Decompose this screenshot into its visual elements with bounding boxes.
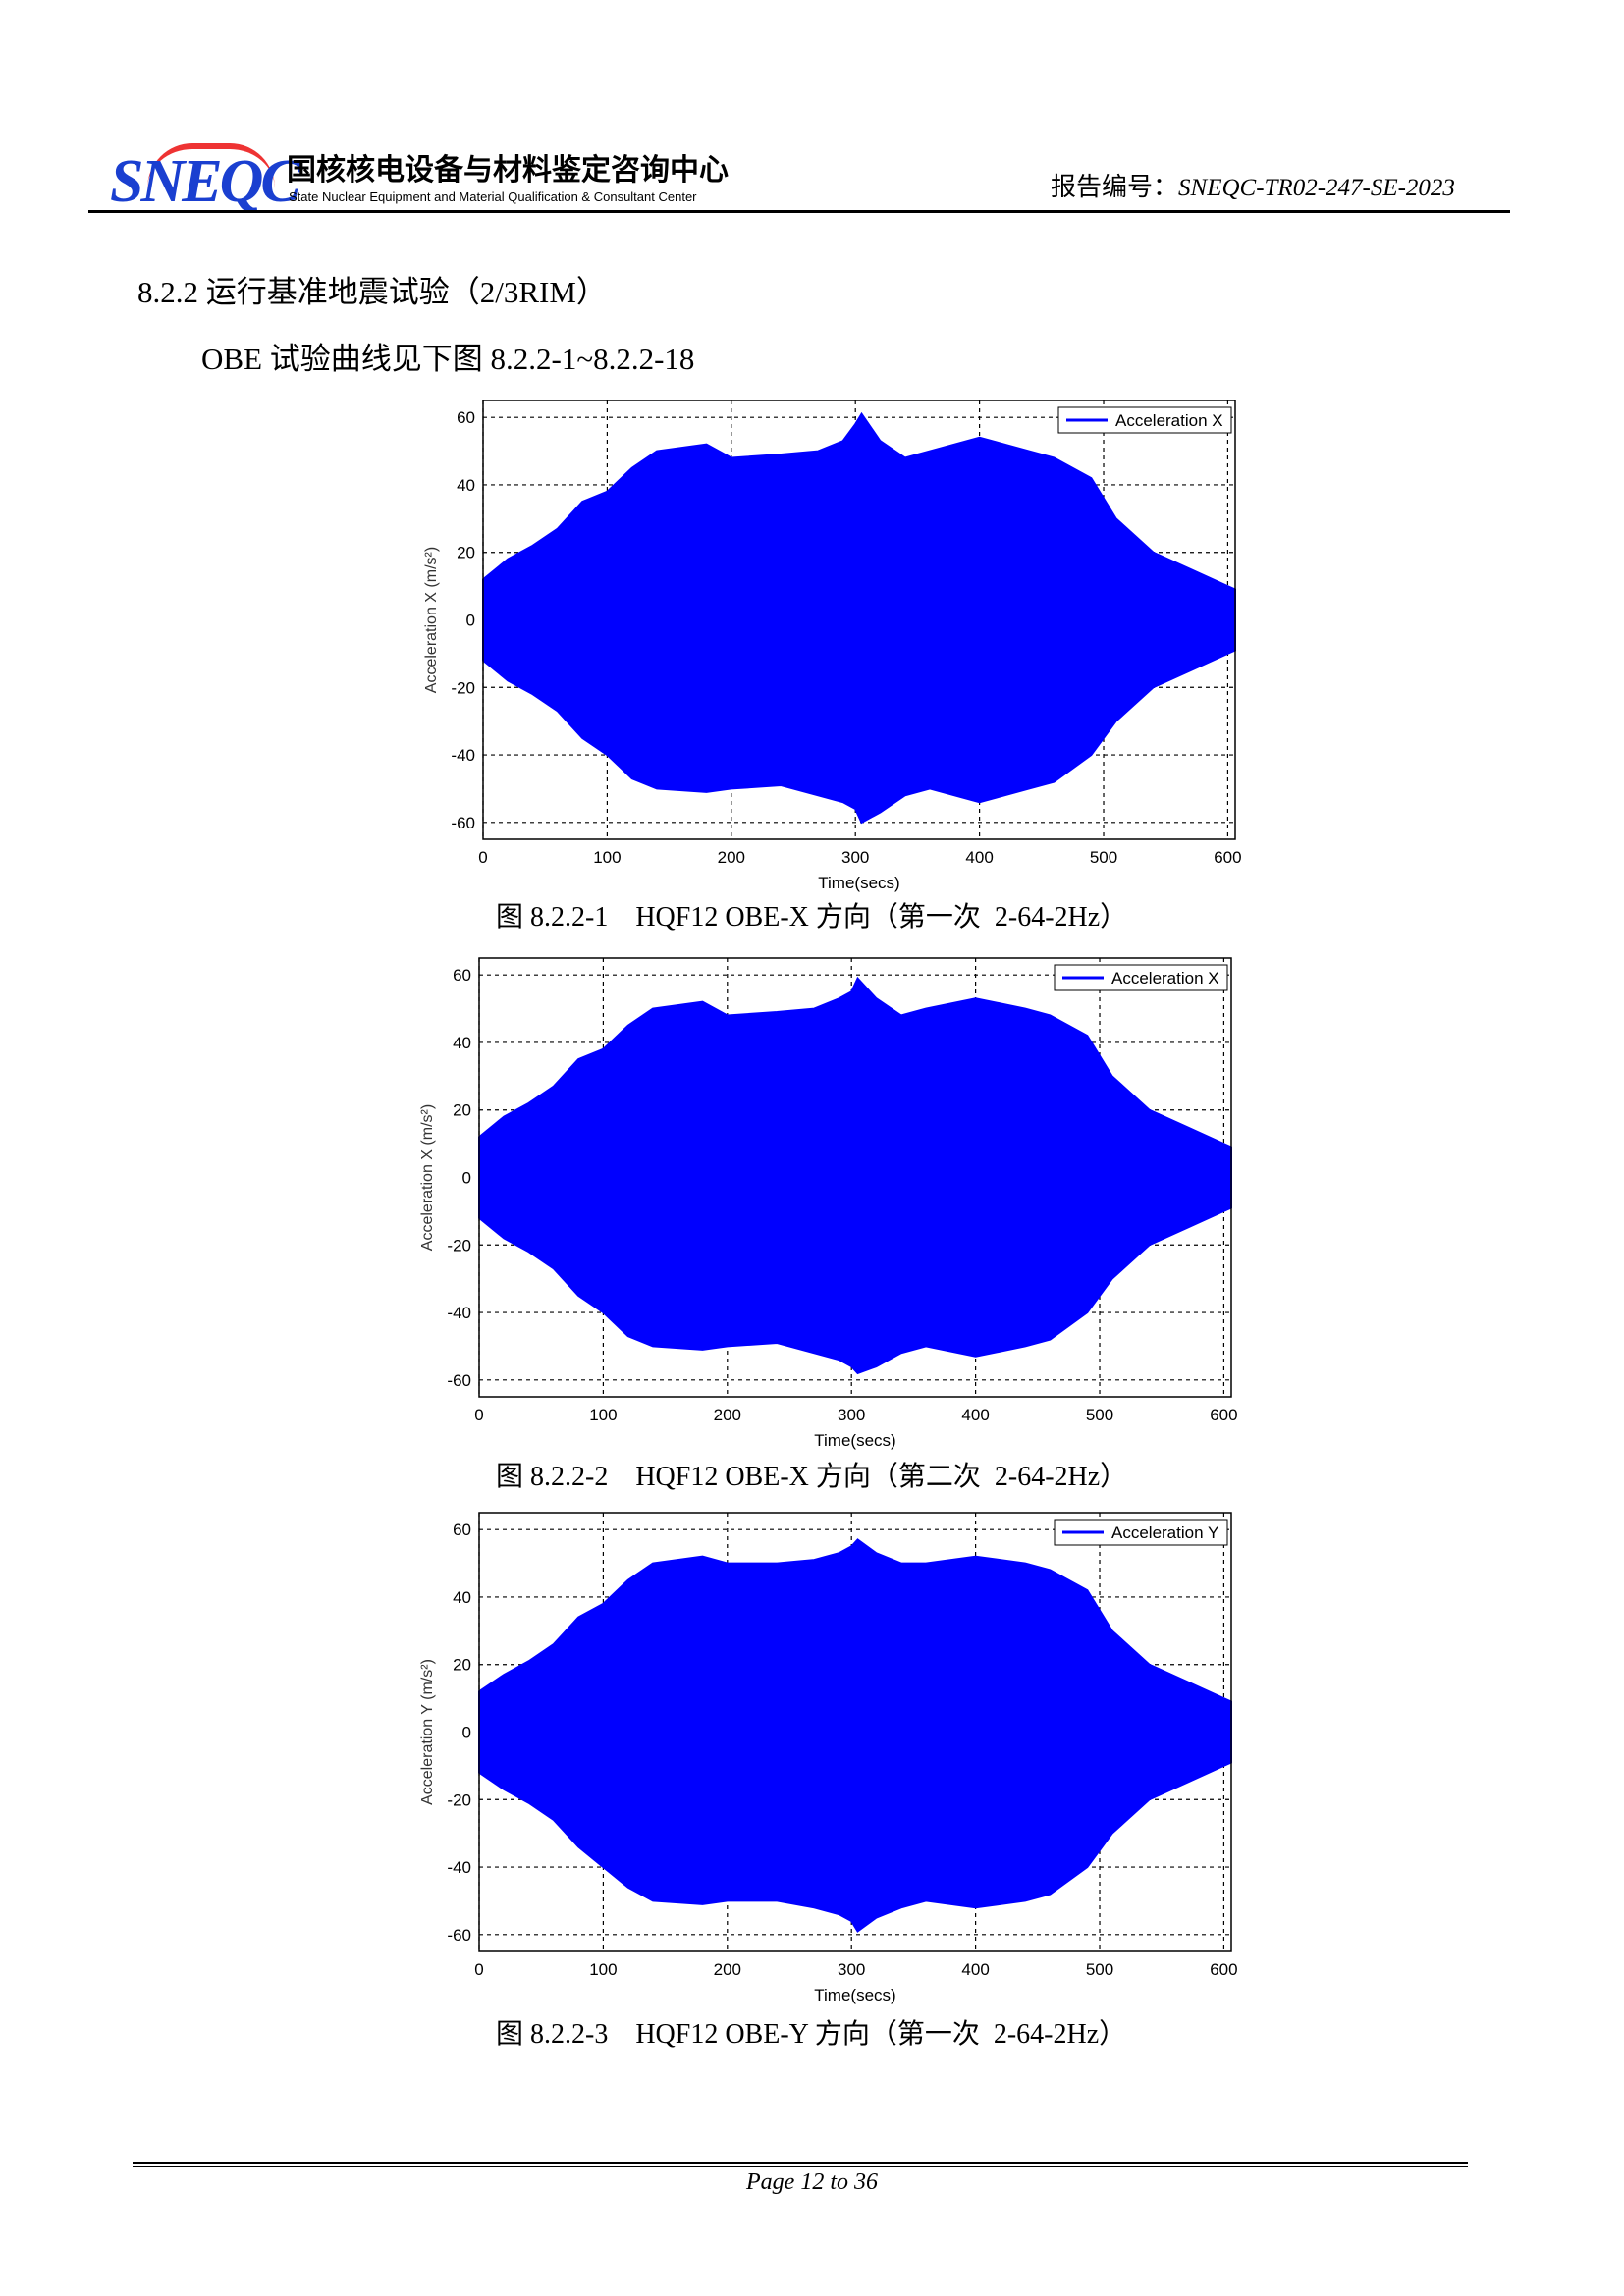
y-tick-label: -40 (447, 1304, 471, 1322)
y-tick-label: -60 (451, 814, 475, 832)
sneqc-logo: SNEQC (110, 148, 301, 215)
plot-frame (482, 400, 1236, 840)
y-tick-label: 20 (453, 1656, 471, 1675)
y-tick-label: 20 (457, 544, 475, 562)
y-tick-label: 0 (462, 1724, 471, 1742)
legend-label: Acceleration X (1111, 969, 1219, 988)
y-axis-label: Acceleration X (m/s²) (423, 547, 440, 693)
y-tick-label: 40 (453, 1034, 471, 1052)
y-tick-label: 60 (453, 966, 471, 985)
x-tick-label: 100 (593, 848, 621, 867)
y-tick-label: 0 (462, 1169, 471, 1188)
y-tick-label: 40 (453, 1588, 471, 1607)
x-tick-label: 0 (474, 1406, 483, 1424)
caption-1: 图 8.2.2-1 HQF12 OBE-X 方向（第一次 2-64-2Hz） (496, 902, 1128, 933)
y-tick-label: 40 (457, 476, 475, 495)
logo-arc (147, 143, 275, 188)
caption-2: 图 8.2.2-2 HQF12 OBE-X 方向（第二次 2-64-2Hz） (496, 1462, 1128, 1492)
x-tick-label: 500 (1086, 1406, 1113, 1424)
y-tick-label: -20 (451, 678, 475, 697)
legend-label: Acceleration X (1115, 411, 1223, 430)
y-tick-label: -40 (447, 1858, 471, 1877)
org-name-cn: 国核核电设备与材料鉴定咨询中心 (287, 154, 729, 187)
plot-frame (478, 957, 1232, 1398)
x-tick-label: 0 (478, 848, 487, 867)
y-tick-label: -20 (447, 1790, 471, 1809)
x-tick-label: 300 (838, 1406, 865, 1424)
footer-divider-thin (133, 2166, 1468, 2167)
y-tick-label: -40 (451, 746, 475, 765)
y-tick-label: 60 (457, 408, 475, 427)
y-tick-label: 60 (453, 1521, 471, 1539)
caption-3: 图 8.2.2-3 HQF12 OBE-Y 方向（第一次 2-64-2Hz） (496, 2019, 1127, 2050)
y-tick-label: -20 (447, 1236, 471, 1255)
x-tick-label: 200 (714, 1960, 741, 1979)
x-tick-label: 200 (718, 848, 745, 867)
chart-obe-y-1: 0 100 200 300 400 500 600 -60 -40 -20 0 20 40 60 Accel… (419, 1512, 1238, 2004)
report-number-value: SNEQC-TR02-247-SE-2023 (1178, 175, 1455, 201)
chart-obe-x-1: 0 100 200 300 400 500 600 -60 -40 -20 0 20 40 60 Accel… (423, 400, 1242, 892)
header-divider (88, 210, 1510, 213)
x-tick-label: 600 (1210, 1960, 1237, 1979)
x-tick-label: 0 (474, 1960, 483, 1979)
report-number: 报告编号：SNEQC-TR02-247-SE-2023 (1051, 167, 1455, 203)
report-number-label: 报告编号： (1051, 173, 1179, 201)
x-tick-label: 600 (1210, 1406, 1237, 1424)
section-title: 8.2.2 运行基准地震试验（2/3RIM） (137, 275, 607, 309)
x-tick-label: 300 (838, 1960, 865, 1979)
x-axis-label: Time(secs) (814, 1431, 895, 1450)
x-tick-label: 600 (1214, 848, 1241, 867)
y-tick-label: -60 (447, 1926, 471, 1945)
intro-text: OBE 试验曲线见下图 8.2.2-1~8.2.2-18 (201, 342, 695, 376)
x-tick-label: 400 (961, 1960, 989, 1979)
x-axis-label: Time(secs) (814, 1986, 895, 2004)
org-name-en: State Nuclear Equipment and Material Qua… (289, 189, 697, 204)
plot-frame (478, 1512, 1232, 1952)
y-axis-label: Acceleration X (m/s²) (419, 1104, 436, 1251)
page-number: Page 12 to 36 (746, 2169, 878, 2195)
x-tick-label: 400 (965, 848, 993, 867)
footer-divider (133, 2162, 1468, 2164)
y-tick-label: 0 (466, 612, 475, 630)
y-axis-label: Acceleration Y (m/s²) (419, 1659, 436, 1805)
x-tick-label: 200 (714, 1406, 741, 1424)
y-tick-label: 20 (453, 1101, 471, 1120)
x-tick-label: 500 (1086, 1960, 1113, 1979)
x-tick-label: 300 (841, 848, 869, 867)
y-tick-label: -60 (447, 1371, 471, 1390)
x-axis-label: Time(secs) (818, 874, 899, 892)
chart-obe-x-2: 0 100 200 300 400 500 600 -60 -40 -20 0 20 40 60 Accel… (419, 957, 1238, 1450)
x-tick-label: 500 (1090, 848, 1117, 867)
x-tick-label: 100 (589, 1960, 617, 1979)
x-tick-label: 100 (589, 1406, 617, 1424)
legend-label: Acceleration Y (1111, 1523, 1218, 1542)
x-tick-label: 400 (961, 1406, 989, 1424)
